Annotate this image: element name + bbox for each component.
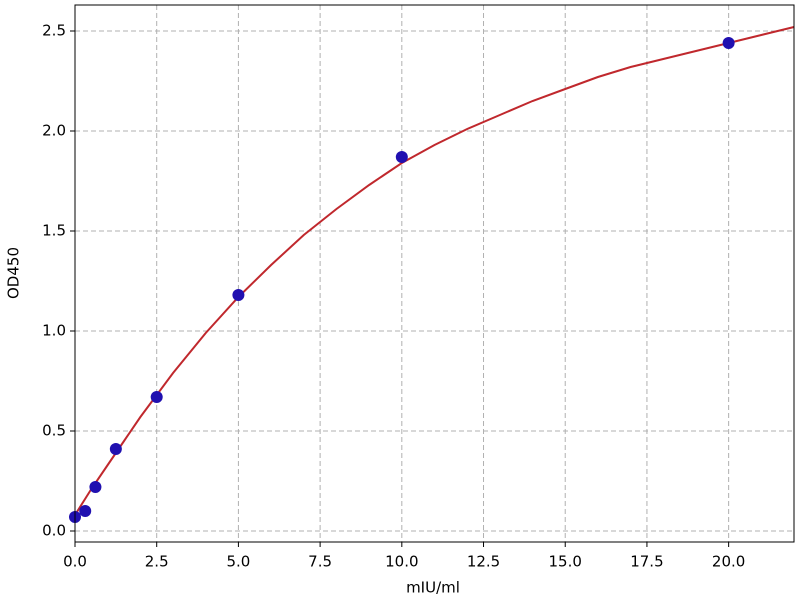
data-point	[79, 505, 92, 517]
x-tick-label: 0.0	[63, 553, 87, 571]
x-tick-label: 5.0	[226, 553, 250, 571]
x-axis-label: mIU/ml	[406, 579, 460, 597]
data-point	[89, 481, 102, 493]
x-tick-label: 7.5	[308, 553, 332, 571]
fit-curve	[74, 26, 795, 516]
y-tick-label: 0.0	[42, 522, 66, 540]
data-point	[722, 37, 735, 49]
y-tick-label: 0.5	[42, 422, 66, 440]
y-tick-label: 2.0	[42, 122, 66, 140]
x-tick-label: 12.5	[467, 553, 500, 571]
x-tick-label: 10.0	[385, 553, 418, 571]
plot-frame	[74, 4, 795, 543]
x-tick-label: 17.5	[630, 553, 663, 571]
y-tick-label: 1.0	[42, 322, 66, 340]
data-point	[232, 289, 245, 301]
x-tick-label: 2.5	[145, 553, 169, 571]
y-axis-label: OD450	[5, 247, 23, 299]
x-tick-label: 20.0	[712, 553, 745, 571]
y-tick-label: 1.5	[42, 222, 66, 240]
y-tick-label: 2.5	[42, 22, 66, 40]
data-point	[150, 391, 163, 403]
data-point	[395, 151, 408, 163]
x-tick-label: 15.0	[549, 553, 582, 571]
data-point	[109, 443, 122, 455]
